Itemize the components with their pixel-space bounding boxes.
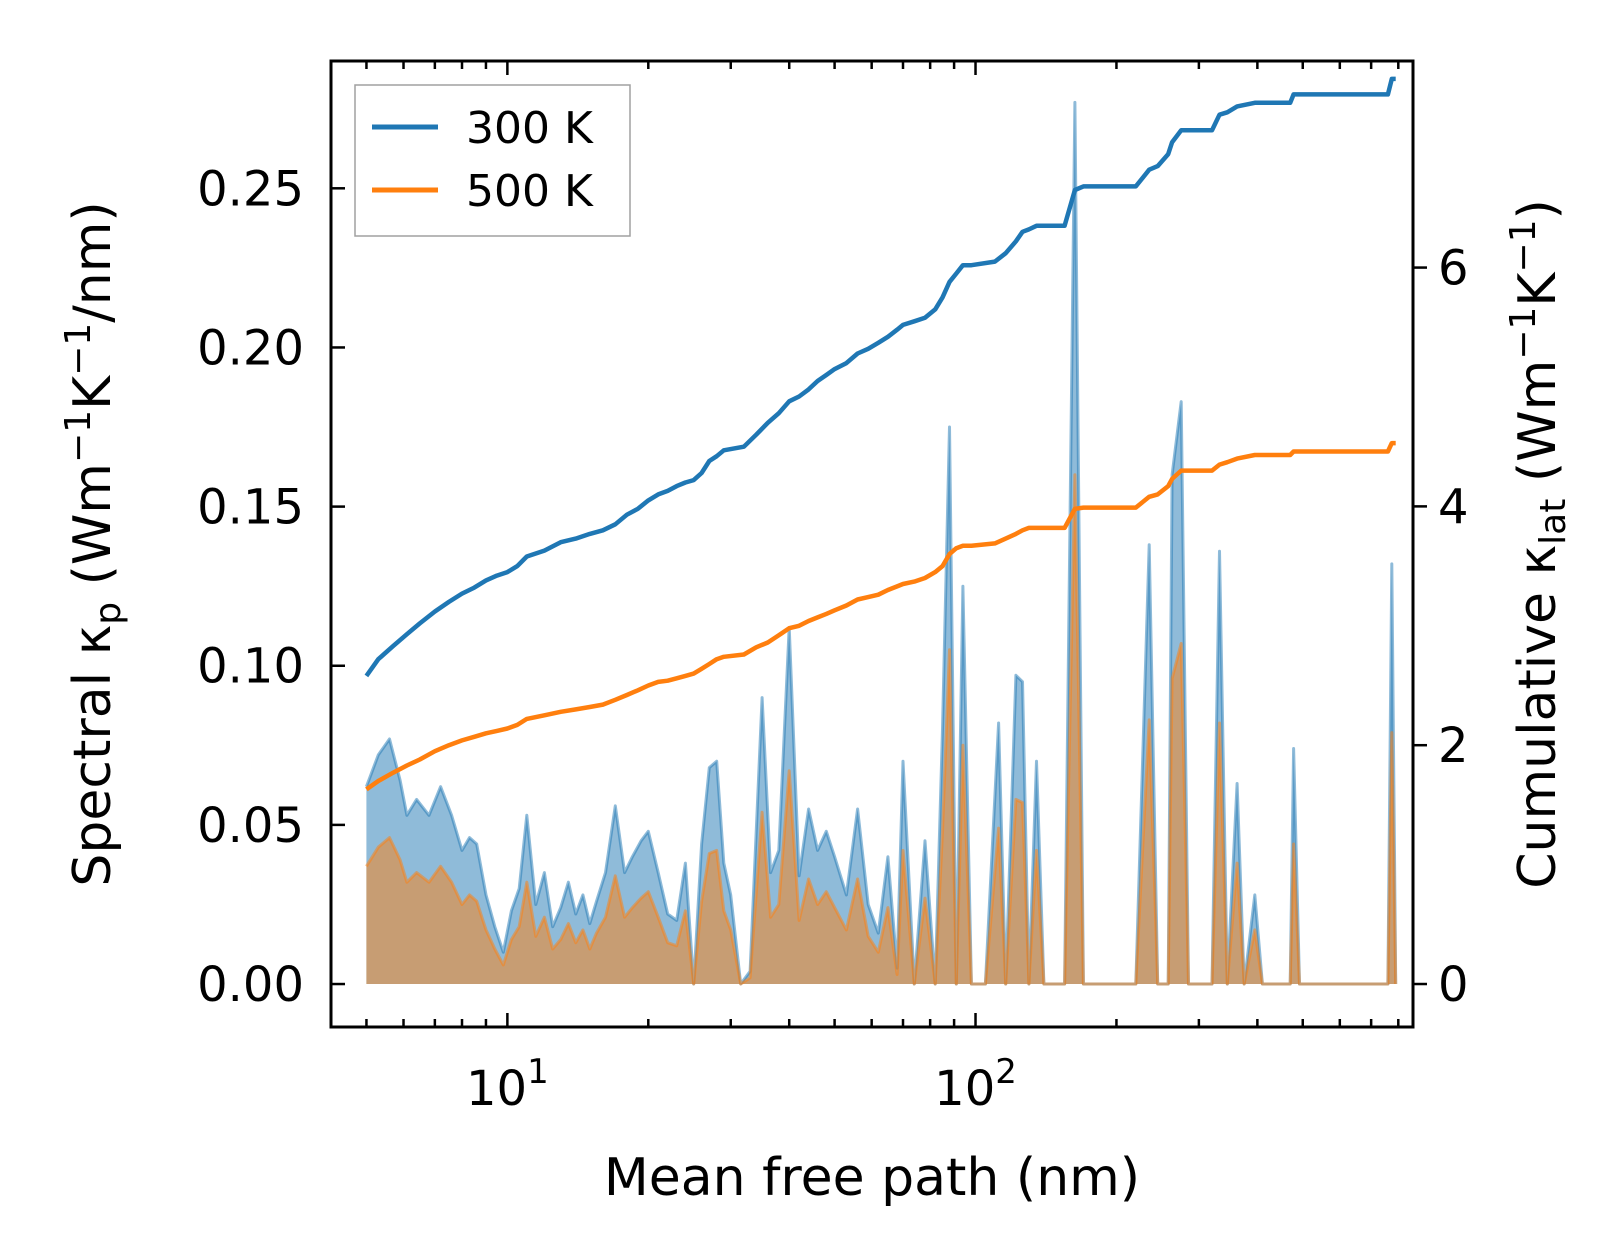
right-y-tick-label: 6 [1438,241,1469,297]
left-y-tick-label: 0.15 [197,480,304,536]
right-y-label-unit1: (Wm [1508,360,1568,499]
x-tick-label: 102 [934,1052,1017,1117]
right-y-axis-label: Cumulative κlat (Wm−1K−1) [1503,199,1574,889]
x-axis-label: Mean free path (nm) [604,1148,1140,1208]
legend-label-500k: 500 K [466,166,594,217]
left-y-label-main: Spectral κ [63,625,123,887]
right-y-label-sup1: −1 [1503,307,1544,360]
left-y-label-sup1: −1 [58,410,99,463]
left-y-label-unit2: K [63,374,123,410]
legend-label-300k: 300 K [466,103,594,154]
right-y-tick-label: 4 [1438,479,1469,535]
left-y-axis-label: Spectral κp (Wm−1K−1/nm) [58,201,129,886]
legend-box [354,84,631,237]
spectral-fill-layer [364,100,1398,986]
right-y-axis: 0 2 4 6 [1413,241,1469,1013]
left-y-tick-label: 0.05 [197,798,304,854]
cumulative-line-500k [365,440,1396,792]
x-tick-label-base: 10 [934,1061,995,1117]
left-y-label-unit1: (Wm [63,463,123,602]
legend: 300 K 500 K [354,84,631,237]
left-y-label-unit3: /nm) [63,201,123,322]
left-y-axis: 0.00 0.05 0.10 0.15 0.20 0.25 [197,161,345,1013]
cumulative-line-layer [364,76,1396,792]
left-y-tick-label: 0.20 [197,320,304,376]
left-y-tick-label: 0.00 [197,957,304,1013]
right-y-tick-label: 0 [1438,957,1469,1013]
right-y-label-unit2: K [1508,271,1568,307]
right-y-label-unit3: ) [1508,199,1568,219]
x-tick-label-exponent: 2 [995,1052,1017,1092]
left-y-label-sub: p [88,602,129,625]
left-y-label-sup2: −1 [58,323,99,376]
right-y-label-main: Cumulative κ [1508,545,1568,889]
x-tick-label: 101 [466,1052,549,1117]
right-y-tick-label: 2 [1438,718,1469,774]
x-tick-label-exponent: 1 [527,1052,549,1092]
left-y-tick-label: 0.25 [197,161,304,217]
left-y-tick-label: 0.10 [197,639,304,695]
spectral-line-500k [365,473,1398,986]
right-y-label-sub: lat [1533,499,1574,545]
cumulative-line-300k [364,76,1396,678]
x-tick-label-base: 10 [466,1061,527,1117]
right-y-label-sup2: −1 [1503,219,1544,272]
x-axis: 101 102 [365,61,1400,1117]
